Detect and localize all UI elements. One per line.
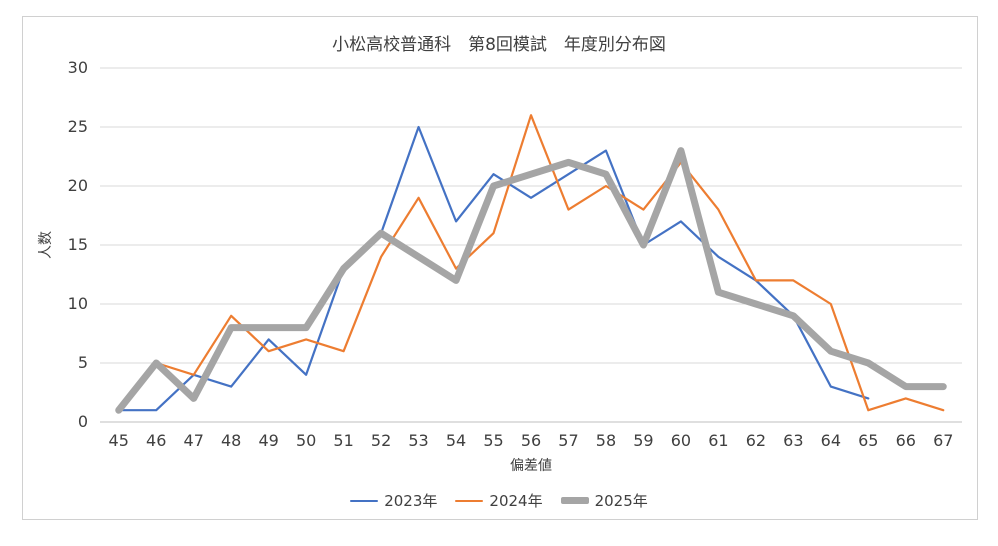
x-tick-label: 47: [184, 431, 204, 450]
series-lines: [115, 114, 947, 414]
x-tick-label: 66: [896, 431, 916, 450]
legend-label: 2023年: [384, 492, 438, 510]
y-tick-label: 20: [68, 176, 88, 195]
x-tick-label: 57: [558, 431, 578, 450]
x-tick-label: 63: [783, 431, 803, 450]
x-tick-label: 48: [221, 431, 241, 450]
x-tick-label: 65: [858, 431, 878, 450]
y-tick-label: 25: [68, 117, 88, 136]
x-tick-label: 62: [746, 431, 766, 450]
x-tick-label: 54: [446, 431, 466, 450]
series-line-2024年: [117, 114, 945, 412]
y-tick-label: 15: [68, 235, 88, 254]
y-tick-labels: 0 5 10 15 20 25 30: [68, 58, 88, 431]
x-tick-label: 58: [596, 431, 616, 450]
y-tick-label: 5: [78, 353, 88, 372]
x-tick-label: 64: [821, 431, 841, 450]
x-tick-label: 67: [933, 431, 953, 450]
legend-item: 2024年: [455, 490, 543, 511]
x-tick-label: 59: [633, 431, 653, 450]
x-tick-label: 46: [146, 431, 166, 450]
y-tick-label: 0: [78, 412, 88, 431]
x-tick-label: 45: [109, 431, 129, 450]
legend-swatch: [560, 497, 589, 504]
y-axis-label: 人数: [38, 231, 54, 259]
legend-swatch: [350, 499, 379, 502]
gridlines: [100, 67, 962, 423]
x-tick-label: 55: [483, 431, 503, 450]
x-tick-label: 51: [333, 431, 353, 450]
legend-item: 2025年: [560, 490, 648, 511]
x-tick-label: 61: [708, 431, 728, 450]
legend-label: 2024年: [489, 492, 543, 510]
x-tick-label: 53: [408, 431, 428, 450]
legend-swatch: [455, 499, 484, 502]
chart-frame: [22, 16, 978, 520]
y-tick-label: 10: [68, 294, 88, 313]
x-tick-label: 49: [258, 431, 278, 450]
x-tick-labels: 45 46 47 48 49 50 51 52 53 54 55 56 57 58 59 60 61 62 63 64…: [109, 431, 954, 450]
series-line-2025年: [115, 147, 947, 414]
series-line-2023年: [117, 125, 870, 412]
x-axis-label: 偏差値: [510, 458, 552, 474]
legend: 2023年 2024年 2025年: [0, 490, 998, 511]
x-tick-label: 52: [371, 431, 391, 450]
x-tick-label: 56: [521, 431, 541, 450]
legend-item: 2023年: [350, 490, 437, 511]
chart-title: 小松高校普通科 第8回模試 年度別分布図: [332, 35, 666, 55]
x-tick-label: 50: [296, 431, 316, 450]
y-tick-label: 30: [68, 58, 88, 77]
x-tick-label: 60: [671, 431, 691, 450]
legend-label: 2025年: [594, 492, 648, 510]
